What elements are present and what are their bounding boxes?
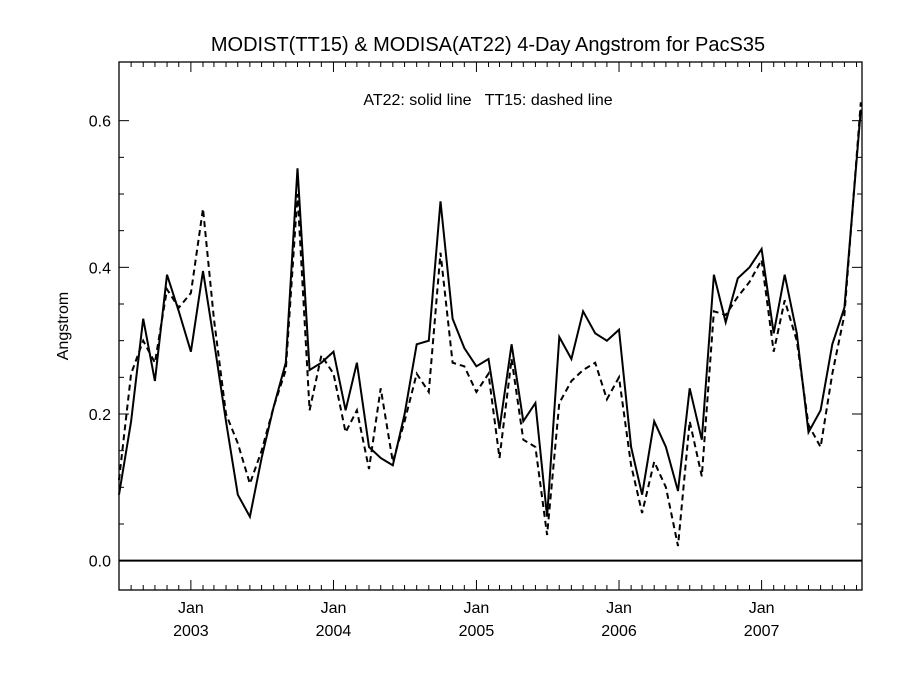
chart-title: MODIST(TT15) & MODISA(AT22) 4-Day Angstr… [211, 34, 765, 56]
x-tick-year-label: 2003 [173, 623, 209, 640]
x-tick-year-label: 2005 [459, 623, 495, 640]
x-tick-month-label: Jan [321, 600, 347, 617]
y-axis-label: Angstrom [55, 292, 72, 360]
x-tick-month-label: Jan [464, 600, 490, 617]
x-tick-year-label: 2004 [316, 623, 352, 640]
y-tick-label: 0.0 [89, 554, 111, 571]
y-tick-label: 0.2 [89, 407, 111, 424]
series-style-note: AT22: solid line TT15: dashed line [363, 92, 612, 109]
series-line-at22 [118, 109, 862, 520]
x-tick-year-label: 2007 [744, 623, 780, 640]
y-tick-label: 0.6 [89, 114, 111, 131]
plot-area: 0.0 0.2 0.4 0.6 Jan 2003 Jan 2004 Jan 2005 Jan 2006… [89, 61, 863, 640]
x-tick-month-label: Jan [749, 600, 775, 617]
x-tick-month-label: Jan [178, 600, 204, 617]
plot-frame [118, 61, 863, 591]
x-tick-month-label: Jan [606, 600, 632, 617]
y-tick-label: 0.4 [89, 260, 111, 277]
x-tick-year-label: 2006 [601, 623, 637, 640]
series-line-tt15 [118, 102, 862, 547]
